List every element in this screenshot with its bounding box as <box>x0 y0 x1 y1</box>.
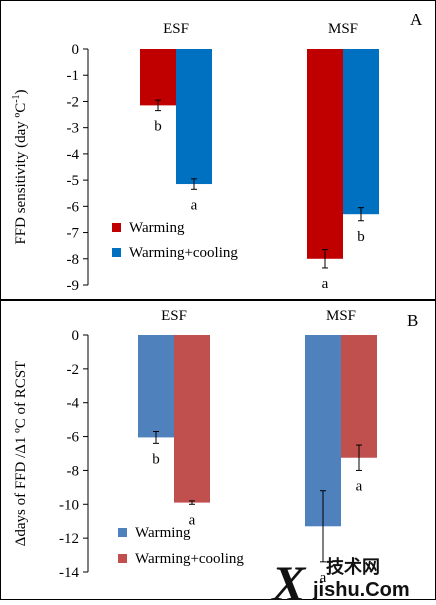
panel-b-bar <box>341 335 377 458</box>
panel-a-legend-label: Warming <box>129 220 185 236</box>
panel-a-y-tick-label: -7 <box>67 226 80 242</box>
watermark-initial: X <box>270 555 307 600</box>
panel-b-legend-label: Warming+cooling <box>135 551 244 567</box>
panel-b-label: B <box>407 311 418 330</box>
panel-b-y-tick-label: -6 <box>67 430 80 446</box>
panel-b-y-tick-label: -2 <box>67 362 80 378</box>
panel-b-y-tick-label: 0 <box>72 328 80 344</box>
panel-a-y-tick-label: -9 <box>67 278 80 294</box>
panel-b: 0 -2 -4 -6 -8 -10 -12 -14 Δdays of FFD /Δ1 ºC of… <box>13 308 418 586</box>
panel-a-significance-letter: a <box>191 197 198 213</box>
panel-a-significance-letter: b <box>154 119 162 135</box>
panel-b-legend-label: Warming <box>135 525 191 541</box>
panel-a-y-tick-label: -4 <box>67 147 80 163</box>
panel-a-significance-letter: a <box>322 276 329 292</box>
panel-b-y-tick-label: -4 <box>67 396 80 412</box>
panel-a-legend-swatch <box>112 248 121 257</box>
panel-a-legend-swatch <box>112 223 121 232</box>
panel-b-significance-letter: b <box>152 451 160 467</box>
panel-b-significance-letter: a <box>320 570 327 586</box>
panel-b-y-tick-label: -10 <box>59 497 79 513</box>
panel-a-y-axis-title: FFD sensitivity (day ºC-1) <box>11 89 29 244</box>
panel-b-significance-letter: a <box>356 478 363 494</box>
panel-b-y-tick-label: -8 <box>67 463 80 479</box>
panel-a-y-tick-label: -5 <box>67 173 80 189</box>
panel-a-bar <box>176 49 212 185</box>
panel-b-bar <box>138 335 174 438</box>
watermark-en: jishu.Com <box>312 579 410 600</box>
panel-a-legend-label: Warming+cooling <box>129 245 238 261</box>
panel-b-legend-swatch <box>118 554 127 563</box>
panel-a-bar <box>140 49 176 106</box>
panel-a-category-label: MSF <box>328 21 358 37</box>
panel-a-bar <box>307 49 343 259</box>
panel-a-bar <box>343 49 379 215</box>
panel-a-label: A <box>410 10 423 29</box>
panel-b-bar <box>174 335 210 503</box>
panel-a-y-tick-label: -1 <box>67 68 80 84</box>
watermark: X 技术网 jishu.Com <box>270 555 410 605</box>
panel-b-y-axis-title: Δdays of FFD /Δ1 ºC of RCST <box>13 361 29 547</box>
panel-b-significance-letter: a <box>189 512 196 528</box>
watermark-zh: 技术网 <box>326 556 380 578</box>
panel-a-y-tick-label: -2 <box>67 94 80 110</box>
panel-b-category-label: ESF <box>161 308 187 324</box>
panel-b-y-tick-label: -12 <box>59 531 79 547</box>
panel-a-y-tick-label: -3 <box>67 121 80 137</box>
panel-a-y-tick-label: -6 <box>67 199 80 215</box>
panel-a-category-label: ESF <box>163 21 189 37</box>
panel-b-category-label: MSF <box>326 308 356 324</box>
panel-a: 0 -1 -2 -3 -4 -5 -6 -7 -8 -9 FFD sensitivity (day … <box>11 10 423 294</box>
panel-b-legend-swatch <box>118 528 127 537</box>
panel-a-y-tick-label: 0 <box>72 42 80 58</box>
panel-a-significance-letter: b <box>357 229 365 245</box>
panel-b-y-tick-label: -14 <box>59 565 79 581</box>
panel-a-y-tick-label: -8 <box>67 252 80 268</box>
